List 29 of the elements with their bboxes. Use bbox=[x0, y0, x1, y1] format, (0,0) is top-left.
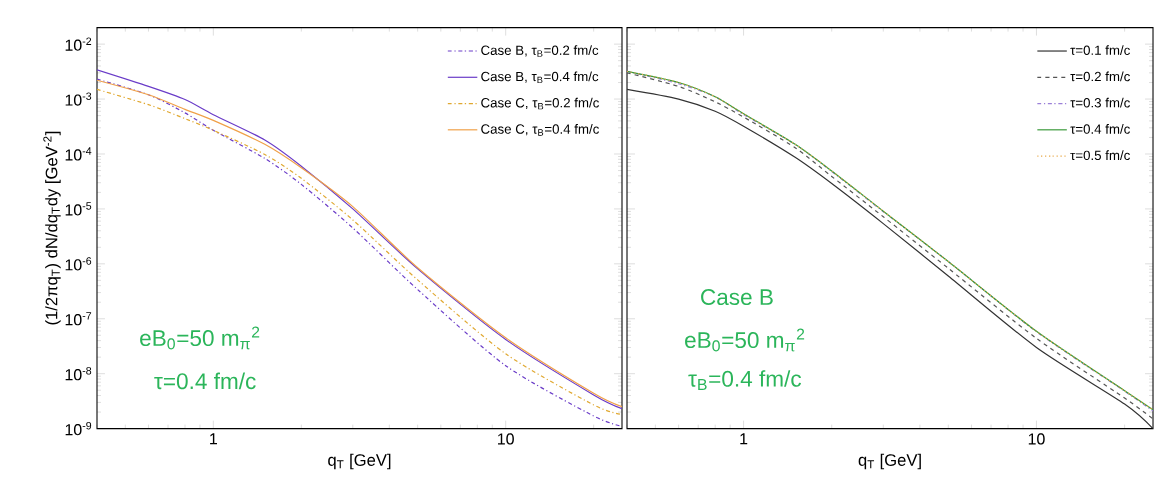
legend-label: τ=0.1 fm/c bbox=[1070, 45, 1130, 55]
x-axis-title: q$_{T}$ [GeV] bbox=[858, 453, 921, 470]
y-tick-label: 10$^{-5}$ bbox=[65, 202, 92, 216]
legend-label: Case B, τ$_{B}$=0.4 fm/c bbox=[481, 71, 599, 84]
y-tick-label: 10$^{-6}$ bbox=[65, 257, 92, 271]
legend-label: τ=0.2 fm/c bbox=[1070, 71, 1130, 82]
annotation: eB$_{0}$=50 m$_{π}$2 bbox=[140, 326, 260, 350]
y-axis-title: (1/2πq$_{T}$) dN/dq$_{T}$dy [GeV$^{-2}$] bbox=[43, 131, 61, 325]
y-tick-label: 10$^{-2}$ bbox=[65, 37, 92, 51]
y-tick-label: 10$^{-9}$ bbox=[65, 421, 92, 436]
y-tick-label: 10$^{-4}$ bbox=[65, 147, 92, 161]
x-axis-title: q$_{T}$ [GeV] bbox=[328, 453, 391, 470]
x-tick-label: 10 bbox=[1028, 433, 1045, 445]
annotation: eB$_{0}$=50 m$_{π}$2 bbox=[685, 328, 805, 352]
x-tick-label: 1 bbox=[210, 433, 217, 445]
x-tick-label: 1 bbox=[740, 433, 748, 445]
x-tick-label: 10 bbox=[498, 433, 514, 445]
legend-label: τ=0.3 fm/c bbox=[1070, 97, 1130, 108]
y-tick-label: 10$^{-3}$ bbox=[65, 92, 92, 106]
annotation: τ$_{B}$=0.4 fm/c bbox=[688, 370, 802, 390]
legend-label: τ=0.5 fm/c bbox=[1070, 150, 1130, 161]
annotation: Case B bbox=[701, 289, 773, 306]
legend-label: Case C, τ$_{B}$=0.2 fm/c bbox=[481, 97, 599, 110]
y-tick-label: 10$^{-8}$ bbox=[65, 367, 92, 381]
legend-label: Case B, τ$_{B}$=0.2 fm/c bbox=[481, 45, 599, 57]
legend-label: Case C, τ$_{B}$=0.4 fm/c bbox=[481, 124, 599, 136]
y-tick-label: 10$^{-7}$ bbox=[65, 312, 92, 326]
legend-label: τ=0.4 fm/c bbox=[1070, 124, 1130, 134]
annotation: τ=0.4 fm/c bbox=[154, 372, 256, 390]
